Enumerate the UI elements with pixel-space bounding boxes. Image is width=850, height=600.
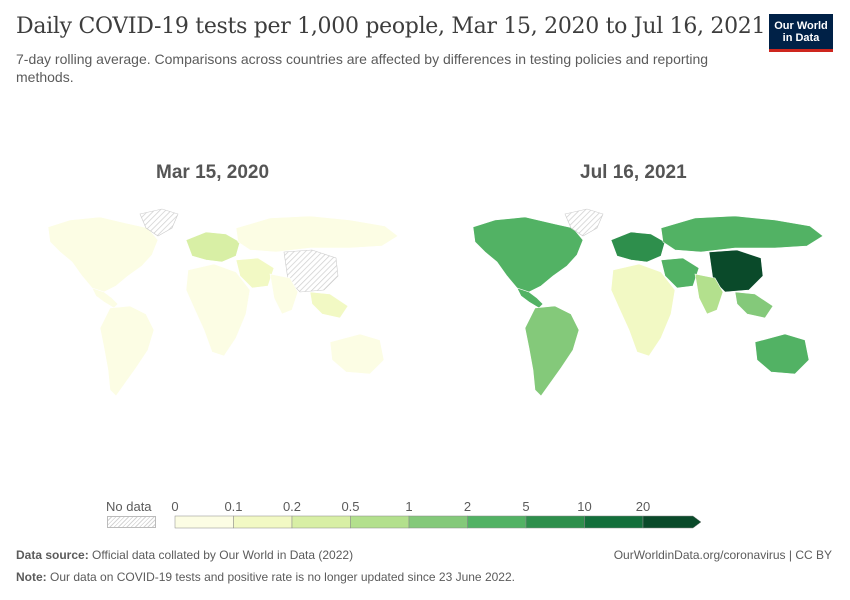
footer-note: Note: Our data on COVID-19 tests and pos… — [16, 570, 515, 584]
logo-line-2: in Data — [782, 31, 820, 44]
legend-tick-label: 20 — [636, 499, 650, 514]
right-map-africa[interactable] — [610, 263, 676, 357]
logo-line-1: Our World — [774, 19, 828, 32]
legend-swatch[interactable] — [525, 515, 585, 529]
legend-swatch[interactable] — [408, 515, 468, 529]
chart-title: Daily COVID-19 tests per 1,000 people, M… — [16, 14, 766, 39]
legend-no-data-swatch[interactable] — [107, 516, 156, 528]
note-label: Note: — [16, 570, 47, 584]
legend-no-data-label: No data — [106, 499, 152, 514]
legend-tick-label: 0.5 — [341, 499, 359, 514]
legend-tick-label: 5 — [522, 499, 529, 514]
legend-swatch[interactable] — [174, 515, 234, 529]
left-map-south-america[interactable] — [99, 305, 155, 397]
right-map-greenland[interactable] — [564, 208, 604, 237]
legend-swatch[interactable] — [233, 515, 293, 529]
right-map-australia[interactable] — [754, 333, 810, 375]
left-map-australia[interactable] — [329, 333, 385, 375]
legend-tick-label: 2 — [464, 499, 471, 514]
legend-swatch[interactable] — [350, 515, 410, 529]
left-map-africa[interactable] — [185, 263, 251, 357]
right-world-map — [472, 208, 824, 397]
legend-tick-label: 0.1 — [224, 499, 242, 514]
legend-tick-label: 0.2 — [283, 499, 301, 514]
left-map-date: Mar 15, 2020 — [156, 162, 270, 183]
right-map-central-america[interactable] — [516, 287, 544, 309]
legend-swatch[interactable] — [467, 515, 527, 529]
left-map-central-america[interactable] — [91, 287, 119, 309]
right-map-southeast-asia[interactable] — [734, 291, 774, 319]
left-map-south-asia[interactable] — [269, 273, 299, 315]
chart-subtitle: 7-day rolling average. Comparisons acros… — [16, 51, 709, 85]
note-text: Our data on COVID-19 tests and positive … — [50, 570, 515, 584]
data-source-text: Official data collated by Our World in D… — [92, 548, 354, 562]
right-map-south-asia[interactable] — [694, 273, 724, 315]
left-map-southeast-asia[interactable] — [309, 291, 349, 319]
right-map-europe[interactable] — [610, 231, 666, 263]
left-map-middle-east[interactable] — [235, 257, 275, 289]
left-map-greenland[interactable] — [139, 208, 179, 237]
color-legend: 0 0.1 0.2 0.5 1 2 5 10 20 — [171, 499, 702, 529]
right-map-north-america[interactable] — [472, 216, 584, 293]
legend-swatch[interactable] — [584, 515, 644, 529]
legend-swatch[interactable] — [642, 515, 702, 529]
right-map-south-america[interactable] — [524, 305, 580, 397]
left-map-russia[interactable] — [235, 215, 399, 253]
legend-tick-label: 10 — [577, 499, 591, 514]
data-source-label: Data source: — [16, 548, 89, 562]
right-map-middle-east[interactable] — [660, 257, 700, 289]
data-source: Data source: Official data collated by O… — [16, 548, 353, 562]
left-world-map — [47, 208, 399, 397]
owid-logo[interactable]: Our World in Data — [769, 14, 833, 52]
left-map-europe[interactable] — [185, 231, 241, 263]
legend-swatch[interactable] — [291, 515, 351, 529]
source-url-link[interactable]: OurWorldinData.org/coronavirus | CC BY — [613, 548, 832, 562]
legend-tick-label: 1 — [405, 499, 412, 514]
left-map-north-america[interactable] — [47, 216, 159, 293]
right-map-date: Jul 16, 2021 — [580, 162, 687, 183]
right-map-russia[interactable] — [660, 215, 824, 253]
legend-tick-label: 0 — [171, 499, 178, 514]
